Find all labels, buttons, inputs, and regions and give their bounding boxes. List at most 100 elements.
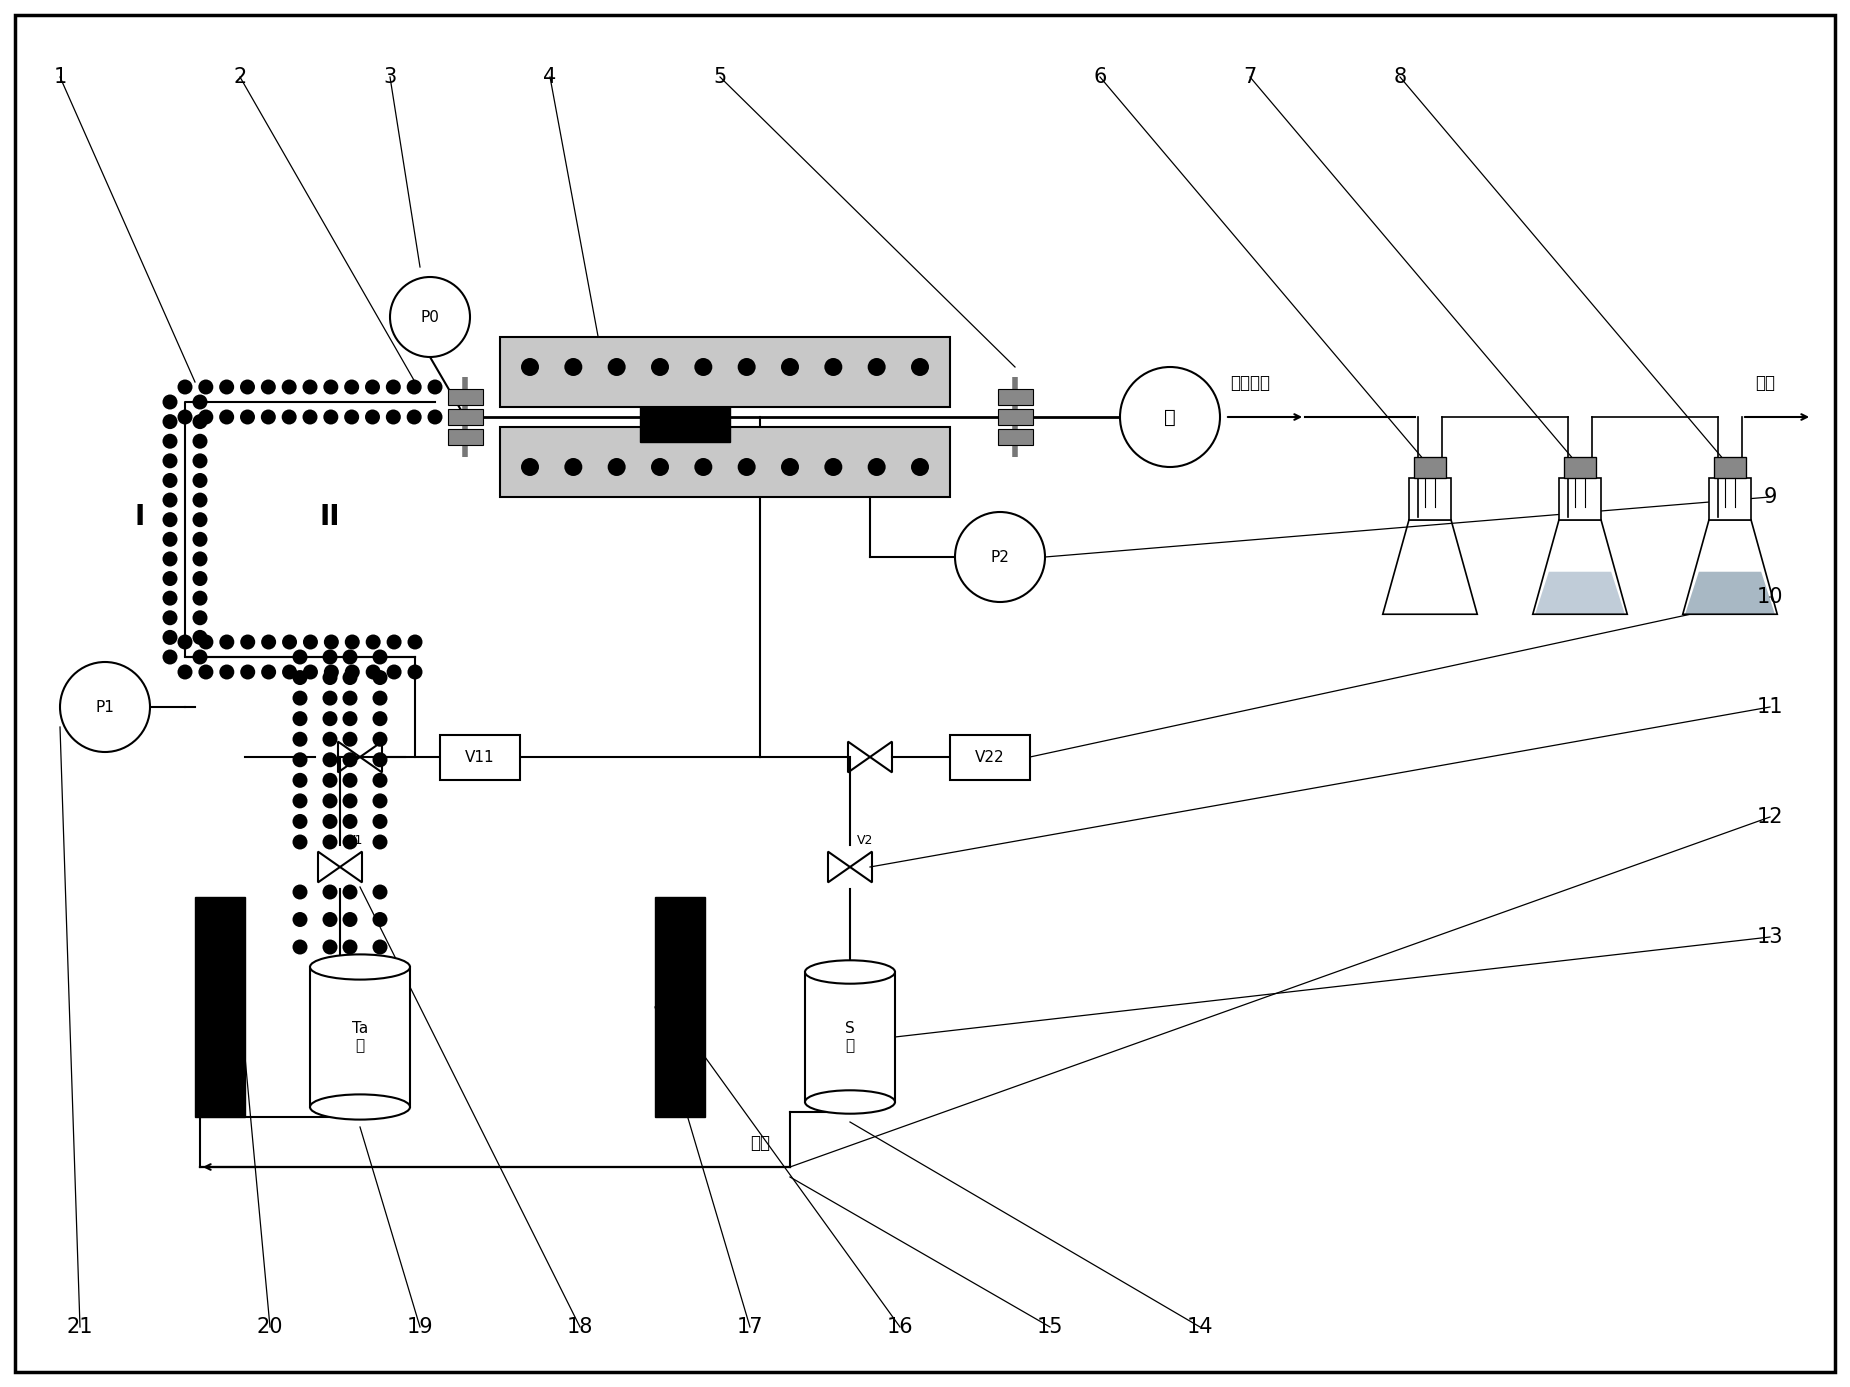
Circle shape — [192, 531, 207, 546]
Circle shape — [218, 409, 235, 424]
Circle shape — [342, 835, 357, 849]
Circle shape — [372, 939, 387, 954]
Circle shape — [372, 649, 387, 664]
Circle shape — [163, 610, 178, 626]
Bar — [194, 897, 244, 1117]
Circle shape — [607, 358, 625, 376]
Circle shape — [192, 492, 207, 508]
Bar — [1413, 456, 1445, 477]
Circle shape — [387, 664, 401, 680]
Text: 10: 10 — [1758, 587, 1783, 608]
Circle shape — [163, 492, 178, 508]
Bar — [805, 972, 895, 1103]
Circle shape — [281, 634, 298, 649]
Text: 12: 12 — [1758, 807, 1783, 827]
Circle shape — [387, 380, 401, 394]
Bar — [1709, 477, 1750, 520]
Circle shape — [322, 773, 337, 788]
Bar — [448, 429, 483, 445]
Circle shape — [198, 664, 213, 680]
Circle shape — [281, 380, 296, 394]
Circle shape — [261, 634, 276, 649]
Circle shape — [427, 380, 442, 394]
Text: V2: V2 — [857, 834, 873, 847]
Circle shape — [322, 913, 337, 927]
Circle shape — [303, 664, 318, 680]
Circle shape — [607, 458, 625, 476]
Text: 20: 20 — [257, 1318, 283, 1337]
Circle shape — [322, 712, 337, 727]
Circle shape — [192, 630, 207, 645]
Circle shape — [324, 664, 339, 680]
Text: 13: 13 — [1758, 927, 1783, 947]
Circle shape — [220, 664, 235, 680]
Bar — [448, 388, 483, 405]
Circle shape — [324, 380, 339, 394]
Text: 9: 9 — [1763, 487, 1776, 508]
Circle shape — [364, 380, 379, 394]
Circle shape — [178, 634, 192, 649]
Circle shape — [163, 630, 178, 645]
Bar — [1565, 456, 1597, 477]
Circle shape — [522, 458, 538, 476]
Circle shape — [344, 664, 359, 680]
Text: 21: 21 — [67, 1318, 92, 1337]
Circle shape — [344, 380, 359, 394]
Text: 8: 8 — [1393, 67, 1406, 87]
Circle shape — [163, 434, 178, 449]
Circle shape — [387, 634, 401, 649]
Circle shape — [342, 732, 357, 746]
Text: 1: 1 — [54, 67, 67, 87]
Circle shape — [955, 512, 1045, 602]
Circle shape — [372, 691, 387, 706]
Circle shape — [372, 885, 387, 900]
Circle shape — [322, 814, 337, 829]
Circle shape — [322, 752, 337, 767]
Bar — [951, 735, 1030, 779]
Circle shape — [522, 358, 538, 376]
Text: 15: 15 — [1036, 1318, 1064, 1337]
Circle shape — [322, 939, 337, 954]
Bar — [997, 388, 1032, 405]
Circle shape — [240, 380, 255, 394]
Circle shape — [344, 634, 359, 649]
Bar — [500, 337, 951, 406]
Circle shape — [390, 277, 470, 356]
Text: 残余气体: 残余气体 — [1230, 374, 1269, 393]
Circle shape — [192, 473, 207, 488]
Circle shape — [387, 409, 401, 424]
Circle shape — [240, 664, 255, 680]
Circle shape — [292, 732, 307, 746]
Text: 11: 11 — [1758, 698, 1783, 717]
Text: V22: V22 — [975, 749, 1005, 764]
Circle shape — [292, 835, 307, 849]
Circle shape — [342, 752, 357, 767]
Circle shape — [372, 712, 387, 727]
Text: 16: 16 — [886, 1318, 914, 1337]
Circle shape — [342, 885, 357, 900]
Circle shape — [322, 670, 337, 685]
Circle shape — [322, 835, 337, 849]
Text: V1: V1 — [346, 834, 363, 847]
Text: P0: P0 — [420, 309, 440, 325]
Circle shape — [342, 913, 357, 927]
Circle shape — [292, 814, 307, 829]
Text: 3: 3 — [383, 67, 396, 87]
Circle shape — [163, 454, 178, 469]
Bar — [640, 406, 731, 442]
Circle shape — [342, 712, 357, 727]
Bar — [440, 735, 520, 779]
Circle shape — [694, 458, 712, 476]
Text: 19: 19 — [407, 1318, 433, 1337]
Circle shape — [261, 380, 276, 394]
Circle shape — [407, 664, 422, 680]
Circle shape — [303, 634, 318, 649]
Text: 室外: 室外 — [1756, 374, 1774, 393]
Circle shape — [292, 773, 307, 788]
Circle shape — [163, 394, 178, 409]
Circle shape — [407, 634, 422, 649]
Circle shape — [292, 939, 307, 954]
Circle shape — [281, 664, 298, 680]
Circle shape — [868, 458, 886, 476]
Circle shape — [59, 662, 150, 752]
